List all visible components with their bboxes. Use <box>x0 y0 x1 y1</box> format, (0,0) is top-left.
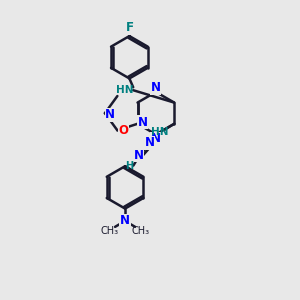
Text: F: F <box>125 21 134 34</box>
Text: N: N <box>151 132 161 145</box>
Text: H: H <box>125 161 133 171</box>
Text: N: N <box>138 116 148 129</box>
Text: N: N <box>134 149 144 162</box>
Text: O: O <box>119 124 129 137</box>
Text: CH₃: CH₃ <box>131 226 149 236</box>
Text: N: N <box>151 81 161 94</box>
Text: N: N <box>105 108 115 121</box>
Text: N: N <box>120 214 130 227</box>
Text: CH₃: CH₃ <box>101 226 119 236</box>
Text: HN: HN <box>116 85 133 95</box>
Text: N: N <box>145 136 155 149</box>
Text: HN: HN <box>151 127 168 137</box>
